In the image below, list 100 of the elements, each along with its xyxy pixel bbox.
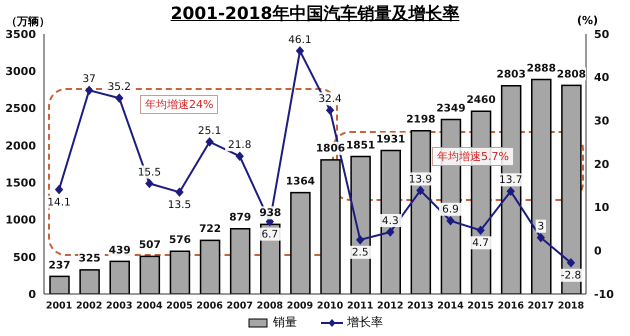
- x-tick-label: 2003: [106, 300, 133, 312]
- y2-tick-label: 40: [594, 71, 610, 84]
- y-axis-title: （万辆）: [6, 14, 50, 29]
- y-tick-label: 2000: [5, 139, 36, 152]
- data-label: 25.1: [198, 124, 222, 137]
- bar: [350, 156, 371, 294]
- point: [176, 188, 184, 197]
- point: [446, 216, 454, 226]
- x-tick-label: 2018: [558, 300, 585, 312]
- point: [566, 258, 575, 268]
- point: [326, 106, 334, 115]
- x-tick-label: 2005: [166, 300, 193, 312]
- x-tick-label: 2017: [528, 300, 554, 312]
- point: [536, 233, 545, 242]
- data-label: 938: [259, 207, 282, 220]
- y2-tick-label: 0: [594, 244, 602, 258]
- data-label: 4.7: [472, 237, 489, 250]
- point: [55, 185, 64, 194]
- bar: [79, 269, 100, 294]
- data-label: 507: [138, 239, 161, 252]
- data-label: 439: [108, 244, 131, 256]
- bar: [290, 192, 311, 294]
- bar: [200, 240, 220, 294]
- data-label: 37: [82, 73, 96, 86]
- point: [506, 186, 515, 196]
- data-label: 1806: [316, 142, 346, 155]
- data-label: 3: [537, 220, 544, 233]
- point: [476, 226, 485, 235]
- y2-tick-label: -10: [594, 288, 614, 301]
- data-label: 4.3: [382, 214, 399, 227]
- point: [145, 179, 154, 188]
- data-label: 1931: [376, 133, 406, 146]
- x-tick-label: 2010: [316, 300, 344, 312]
- point: [236, 152, 244, 161]
- x-tick-label: 2014: [437, 300, 464, 312]
- data-label: -2.8: [560, 270, 582, 282]
- x-tick-label: 2002: [76, 300, 102, 312]
- y-tick-label: 500: [13, 250, 36, 264]
- y-tick-label: 1500: [5, 176, 36, 190]
- x-tick-label: 2001: [46, 300, 72, 312]
- data-label: 325: [78, 252, 101, 265]
- y2-tick-label: 50: [594, 28, 610, 41]
- data-label: 46.1: [288, 34, 312, 46]
- data-label: 13.5: [168, 199, 192, 212]
- bar: [230, 228, 250, 294]
- x-tick-label: 2016: [497, 300, 524, 312]
- y2-tick-label: 10: [594, 201, 610, 214]
- data-label: 2808: [556, 68, 586, 80]
- y2-axis-title: (%): [577, 14, 598, 27]
- y-tick-label: 3000: [5, 65, 36, 78]
- x-tick-label: 2015: [467, 300, 494, 312]
- data-label: 15.5: [138, 166, 162, 178]
- chart-title: 2001-2018年中国汽车销量及增长率: [170, 4, 460, 24]
- legend-label: 增长率: [347, 314, 383, 331]
- y2-tick-label: 20: [594, 158, 610, 171]
- data-label: 21.8: [228, 139, 252, 152]
- x-tick-label: 2009: [286, 300, 314, 312]
- point: [356, 235, 364, 244]
- bar: [140, 256, 160, 294]
- x-tick-label: 2011: [346, 300, 374, 312]
- data-label: 722: [199, 223, 222, 236]
- data-label: 2.5: [352, 246, 369, 259]
- y-tick-label: 2500: [5, 102, 36, 116]
- point: [115, 94, 124, 103]
- x-tick-label: 2006: [196, 300, 224, 312]
- x-tick-label: 2012: [377, 300, 404, 312]
- bar: [170, 250, 190, 294]
- data-label: 6.9: [442, 204, 459, 216]
- bar: [380, 150, 401, 294]
- data-label: 6.7: [261, 228, 278, 241]
- point: [85, 86, 94, 95]
- data-label: 1364: [286, 176, 316, 188]
- data-label: 2349: [436, 102, 466, 114]
- data-label: 576: [168, 234, 191, 246]
- data-label: 2803: [496, 68, 526, 81]
- x-tick-label: 2007: [226, 300, 253, 312]
- point: [296, 46, 304, 56]
- data-label: 13.9: [408, 173, 432, 186]
- point: [416, 186, 424, 195]
- y-tick-label: 0: [28, 288, 36, 301]
- bar: [320, 159, 341, 294]
- bar: [109, 260, 130, 294]
- data-label: 1851: [346, 139, 376, 152]
- bar: [49, 276, 70, 294]
- data-label: 879: [229, 212, 252, 224]
- x-tick-label: 2004: [136, 300, 163, 312]
- data-label: 32.4: [318, 93, 342, 106]
- y-tick-label: 1000: [5, 214, 36, 227]
- y2-tick-label: 30: [594, 114, 610, 128]
- y-tick-label: 3500: [5, 28, 36, 41]
- x-tick-label: 2008: [256, 300, 284, 312]
- bar: [410, 130, 432, 294]
- point: [206, 137, 214, 146]
- x-tick-label: 2013: [407, 300, 434, 312]
- legend-label: 销量: [273, 314, 297, 331]
- data-label: 2198: [406, 114, 436, 126]
- data-label: 2460: [466, 94, 496, 106]
- data-label: 35.2: [108, 81, 131, 94]
- data-label: 2888: [526, 62, 556, 74]
- data-label: 237: [48, 259, 70, 272]
